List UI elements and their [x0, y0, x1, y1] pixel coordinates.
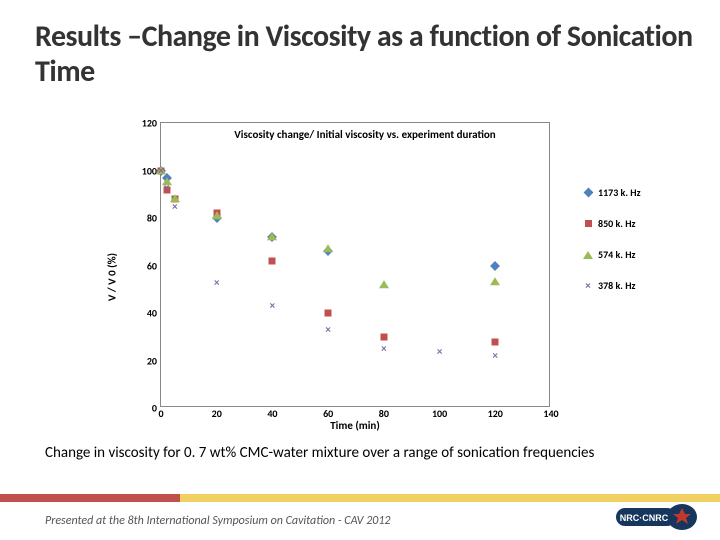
x-tick: 140: [543, 407, 558, 420]
data-point: ×: [267, 301, 277, 311]
data-point: [269, 257, 276, 264]
legend: 1173 k. Hz 850 k. Hz 574 k. Hz × 378 k. Hz: [582, 186, 662, 310]
legend-item: 850 k. Hz: [582, 217, 662, 230]
y-tick: 60: [135, 259, 157, 272]
data-point: ×: [490, 351, 500, 361]
legend-label: 1173 k. Hz: [598, 186, 641, 199]
legend-marker-icon: [582, 218, 594, 230]
plot-area: Time (min) 02040608010012002040608010012…: [160, 122, 550, 407]
nrc-logo: NRC·CNRC: [616, 502, 698, 532]
data-point: [212, 211, 222, 219]
x-tick: 80: [379, 407, 389, 420]
legend-label: 574 k. Hz: [598, 248, 635, 261]
legend-marker-icon: [582, 249, 594, 261]
x-tick: 100: [432, 407, 447, 420]
data-point: [490, 277, 500, 285]
y-tick: 80: [135, 212, 157, 225]
x-tick: 60: [323, 407, 333, 420]
svg-text:NRC·CNRC: NRC·CNRC: [620, 513, 669, 523]
legend-label: 378 k. Hz: [598, 279, 635, 292]
legend-marker-icon: ×: [582, 280, 594, 292]
data-point: [323, 244, 333, 252]
x-tick: 40: [267, 407, 277, 420]
accent-stripe: [0, 494, 720, 502]
y-axis-label: V / V 0 (%): [106, 253, 119, 301]
data-point: ×: [170, 201, 180, 211]
data-point: ×: [162, 182, 172, 192]
data-point: [492, 338, 499, 345]
data-point: ×: [156, 166, 166, 176]
legend-marker-icon: [582, 187, 594, 199]
footer-text: Presented at the 8th International Sympo…: [45, 514, 391, 528]
data-point: ×: [379, 344, 389, 354]
y-tick: 0: [135, 402, 157, 415]
y-tick: 100: [135, 164, 157, 177]
y-tick: 20: [135, 354, 157, 367]
y-tick: 120: [135, 117, 157, 130]
y-tick: 40: [135, 307, 157, 320]
x-tick: 0: [158, 407, 163, 420]
legend-label: 850 k. Hz: [598, 217, 635, 230]
legend-item: × 378 k. Hz: [582, 279, 662, 292]
viscosity-chart: Viscosity change/ Initial viscosity vs. …: [120, 122, 610, 432]
data-point: ×: [212, 277, 222, 287]
x-tick: 20: [212, 407, 222, 420]
data-point: ×: [323, 325, 333, 335]
legend-item: 574 k. Hz: [582, 248, 662, 261]
x-tick: 120: [488, 407, 503, 420]
caption: Change in viscosity for 0. 7 wt% CMC-wat…: [45, 444, 675, 462]
data-point: ×: [435, 346, 445, 356]
data-point: [490, 261, 500, 271]
data-point: [325, 310, 332, 317]
data-point: [379, 280, 389, 288]
data-point: [267, 232, 277, 240]
slide: Results –Change in Viscosity as a functi…: [0, 0, 720, 540]
data-point: [380, 333, 387, 340]
x-axis-label: Time (min): [330, 419, 380, 432]
legend-item: 1173 k. Hz: [582, 186, 662, 199]
page-title: Results –Change in Viscosity as a functi…: [35, 20, 700, 89]
